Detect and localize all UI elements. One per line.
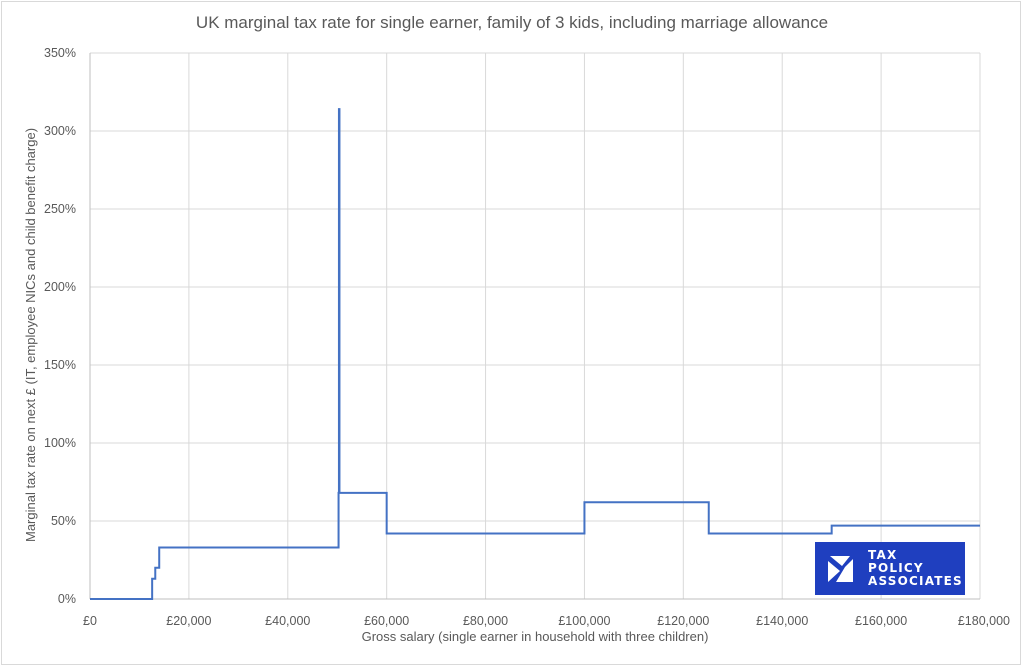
axes (89, 53, 980, 600)
series-line-0 (90, 108, 980, 600)
logo-line-3: ASSOCIATES (868, 574, 963, 588)
y-tick-label: 150% (44, 358, 76, 372)
grid (90, 52, 981, 599)
tax-policy-associates-logo-icon (828, 555, 853, 582)
y-tick-label: 0% (58, 592, 76, 606)
x-axis-label: Gross salary (single earner in household… (362, 629, 709, 644)
x-tick-label: £160,000 (855, 614, 907, 628)
y-tick-label: 200% (44, 280, 76, 294)
y-tick-label: 350% (44, 46, 76, 60)
x-tick-label: £100,000 (558, 614, 610, 628)
y-tick-label: 250% (44, 202, 76, 216)
logo-line-1: TAX (868, 548, 898, 562)
tax-policy-associates-logo: TAX POLICY ASSOCIATES (815, 542, 965, 595)
x-tick-label: £20,000 (166, 614, 211, 628)
x-tick-label: £180,000 (958, 614, 1010, 628)
y-tick-label: 300% (44, 124, 76, 138)
x-tick-label: £0 (83, 614, 97, 628)
tick-labels: 0% 50% 100% 150% 200% 250% 300% 350% £0 £20,000 £4… (44, 46, 1010, 628)
logo-wordmark: TAX POLICY ASSOCIATES (868, 549, 963, 588)
chart-title: UK marginal tax rate for single earner, … (196, 13, 828, 32)
x-tick-label: £120,000 (657, 614, 709, 628)
y-tick-label: 100% (44, 436, 76, 450)
x-tick-label: £80,000 (463, 614, 508, 628)
logo-line-2: POLICY (868, 561, 924, 575)
x-tick-label: £140,000 (756, 614, 808, 628)
x-tick-label: £40,000 (265, 614, 310, 628)
series-layer (90, 108, 980, 600)
y-axis-label: Marginal tax rate on next £ (IT, employe… (23, 128, 38, 542)
x-tick-label: £60,000 (364, 614, 409, 628)
y-tick-label: 50% (51, 514, 76, 528)
